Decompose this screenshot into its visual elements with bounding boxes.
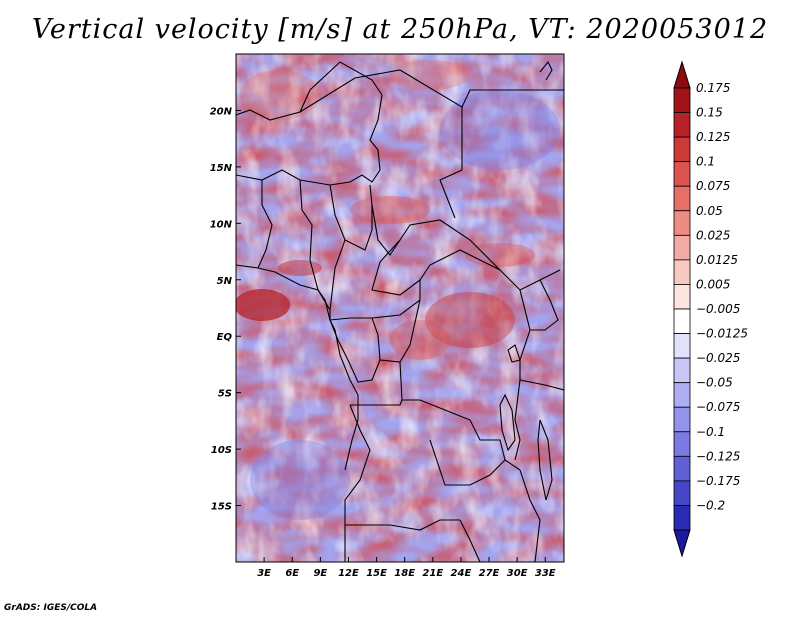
lon-tick-label: 27E	[479, 568, 500, 579]
colorbar-label: 0.125	[696, 130, 730, 144]
colorbar-segment	[673, 284, 691, 310]
colorbar-segment	[673, 210, 691, 236]
colorbar-label: −0.05	[696, 376, 733, 390]
lat-tick-label: 10N	[210, 219, 233, 230]
colorbar-segment	[673, 112, 691, 138]
latitude-axis: 20N 15N 10N 5N EQ 5S 10S 15S	[210, 106, 241, 513]
colorbar-label: 0.05	[696, 204, 723, 218]
chart-title: Vertical velocity [m/s] at 250hPa, VT: 2…	[31, 14, 769, 45]
lat-tick-label: 15N	[210, 163, 233, 174]
colorbar-label: 0.025	[696, 228, 730, 242]
colorbar-label: −0.1	[696, 425, 725, 439]
colorbar-bottom-triangle	[673, 529, 691, 558]
colorbar-segment	[673, 87, 691, 113]
lat-tick-label: EQ	[217, 332, 233, 343]
colorbar-segment	[673, 136, 691, 163]
colorbar-label: −0.0125	[696, 327, 748, 341]
colorbar-label: −0.2	[696, 498, 725, 512]
plot-frame	[235, 53, 565, 563]
colorbar-segment	[673, 161, 691, 187]
lat-tick-label: 5S	[218, 389, 232, 400]
lon-tick-label: 3E	[257, 568, 271, 579]
colorbar-label: −0.025	[696, 351, 740, 365]
colorbar-label: 0.075	[696, 179, 730, 193]
lon-tick-label: 9E	[313, 568, 327, 579]
lon-tick-label: 33E	[535, 568, 556, 579]
colorbar: 0.175 0.15 0.125 0.1 0.075 0.05 0.025 0.0125 0.0…	[673, 60, 748, 558]
longitude-axis: 3E 6E 9E 12E 15E 18E 21E 24E 27E 30E 33E	[257, 557, 556, 579]
lat-tick-label: 15S	[211, 502, 232, 513]
colorbar-segment	[673, 234, 691, 261]
colorbar-top-triangle	[673, 60, 691, 89]
colorbar-segment	[673, 185, 691, 212]
colorbar-segment	[673, 357, 691, 384]
lon-tick-label: 30E	[507, 568, 528, 579]
colorbar-segment	[673, 259, 691, 285]
colorbar-segment	[673, 308, 691, 334]
lon-tick-label: 6E	[285, 568, 299, 579]
colorbar-segment	[673, 455, 691, 482]
vertical-velocity-field	[236, 54, 564, 562]
colorbar-label: −0.175	[696, 474, 740, 488]
colorbar-label: −0.075	[696, 400, 740, 414]
colorbar-label: 0.0125	[696, 253, 738, 267]
colorbar-label: 0.175	[696, 81, 730, 95]
colorbar-label: −0.005	[696, 302, 740, 316]
lon-tick-label: 21E	[422, 568, 443, 579]
lon-tick-label: 18E	[394, 568, 415, 579]
colorbar-segment	[673, 431, 691, 457]
grads-credit: GrADS: IGES/COLA	[4, 603, 98, 613]
lon-tick-label: 24E	[451, 568, 472, 579]
lat-tick-label: 10S	[211, 445, 232, 456]
colorbar-segment	[673, 382, 691, 408]
lat-tick-label: 5N	[217, 276, 233, 287]
colorbar-label: 0.1	[696, 155, 715, 169]
lon-tick-label: 15E	[366, 568, 387, 579]
country-borders	[236, 60, 564, 562]
colorbar-label: −0.125	[696, 449, 740, 463]
colorbar-label: 0.005	[696, 277, 730, 291]
colorbar-segment	[673, 406, 691, 433]
colorbar-label: 0.15	[696, 106, 723, 120]
colorbar-segment	[673, 480, 691, 506]
colorbar-segment	[673, 505, 691, 531]
lat-tick-label: 20N	[210, 106, 233, 117]
lon-tick-label: 12E	[338, 568, 359, 579]
colorbar-segment	[673, 333, 691, 359]
